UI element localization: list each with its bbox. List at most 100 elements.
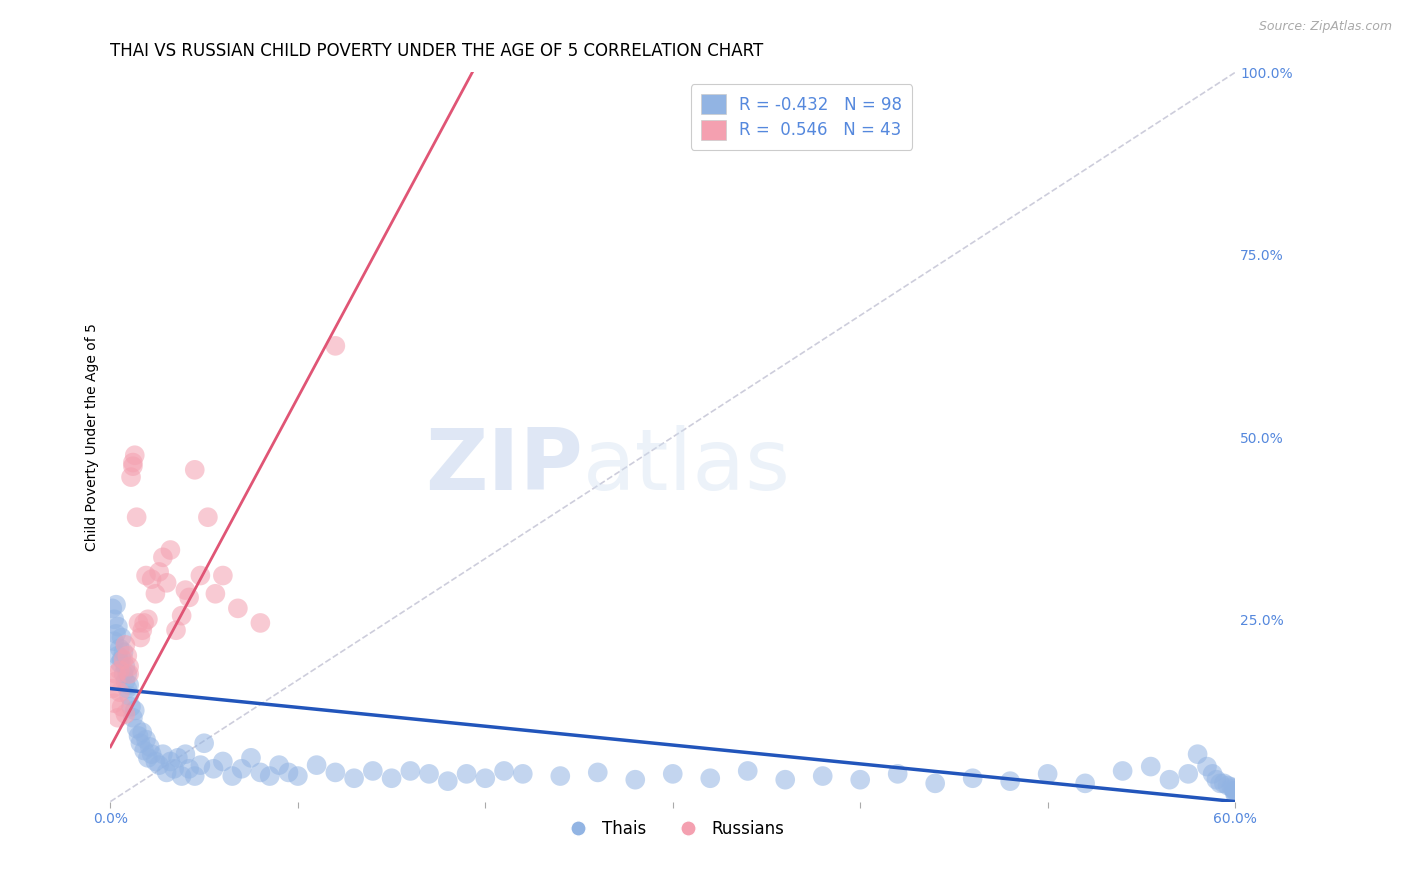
- Point: [101, 601, 124, 615]
- Point: [170, 608, 193, 623]
- Legend: Thais, Russians: Thais, Russians: [555, 813, 790, 845]
- Point: [1201, 767, 1223, 781]
- Point: [108, 663, 131, 677]
- Point: [1223, 787, 1246, 801]
- Point: [193, 736, 215, 750]
- Point: [105, 627, 128, 641]
- Point: [624, 772, 647, 787]
- Point: [111, 652, 134, 666]
- Point: [167, 751, 190, 765]
- Point: [661, 767, 683, 781]
- Point: [1220, 780, 1243, 794]
- Point: [1223, 783, 1246, 797]
- Point: [122, 711, 145, 725]
- Point: [548, 769, 571, 783]
- Point: [103, 612, 125, 626]
- Point: [134, 615, 156, 630]
- Point: [179, 762, 201, 776]
- Point: [118, 667, 141, 681]
- Point: [118, 659, 141, 673]
- Point: [204, 587, 226, 601]
- Point: [114, 674, 136, 689]
- Point: [699, 771, 721, 785]
- Point: [112, 667, 135, 681]
- Point: [141, 747, 163, 761]
- Point: [1216, 779, 1239, 793]
- Point: [148, 565, 170, 579]
- Point: [170, 769, 193, 783]
- Point: [114, 707, 136, 722]
- Point: [111, 631, 134, 645]
- Point: [190, 758, 212, 772]
- Point: [112, 652, 135, 666]
- Point: [184, 769, 207, 783]
- Point: [1159, 772, 1181, 787]
- Text: Source: ZipAtlas.com: Source: ZipAtlas.com: [1258, 20, 1392, 33]
- Point: [1177, 767, 1199, 781]
- Point: [107, 619, 129, 633]
- Point: [107, 648, 129, 663]
- Point: [1187, 747, 1209, 761]
- Point: [131, 725, 153, 739]
- Point: [152, 747, 174, 761]
- Point: [118, 678, 141, 692]
- Point: [773, 772, 796, 787]
- Point: [114, 659, 136, 673]
- Point: [159, 755, 181, 769]
- Text: atlas: atlas: [582, 425, 790, 508]
- Point: [156, 575, 179, 590]
- Point: [131, 624, 153, 638]
- Point: [849, 772, 872, 787]
- Point: [105, 667, 128, 681]
- Point: [437, 774, 460, 789]
- Point: [117, 681, 139, 696]
- Point: [962, 771, 984, 785]
- Point: [105, 598, 128, 612]
- Point: [305, 758, 328, 772]
- Point: [249, 765, 271, 780]
- Point: [1036, 767, 1059, 781]
- Point: [179, 591, 201, 605]
- Point: [108, 641, 131, 656]
- Point: [361, 764, 384, 778]
- Point: [128, 615, 150, 630]
- Point: [1223, 786, 1246, 800]
- Point: [325, 765, 347, 780]
- Point: [112, 645, 135, 659]
- Point: [231, 762, 253, 776]
- Point: [456, 767, 478, 781]
- Point: [120, 470, 142, 484]
- Point: [129, 631, 152, 645]
- Point: [287, 769, 309, 783]
- Point: [136, 612, 159, 626]
- Point: [325, 339, 347, 353]
- Point: [105, 674, 128, 689]
- Point: [156, 765, 179, 780]
- Point: [117, 648, 139, 663]
- Point: [141, 572, 163, 586]
- Point: [1074, 776, 1097, 790]
- Point: [128, 729, 150, 743]
- Point: [148, 758, 170, 772]
- Point: [120, 699, 142, 714]
- Point: [343, 771, 366, 785]
- Y-axis label: Child Poverty Under the Age of 5: Child Poverty Under the Age of 5: [86, 323, 100, 551]
- Point: [221, 769, 243, 783]
- Point: [174, 747, 197, 761]
- Point: [190, 568, 212, 582]
- Point: [474, 771, 496, 785]
- Point: [111, 699, 134, 714]
- Point: [197, 510, 219, 524]
- Point: [1223, 783, 1246, 797]
- Point: [1212, 776, 1234, 790]
- Point: [107, 711, 129, 725]
- Point: [114, 638, 136, 652]
- Point: [103, 696, 125, 710]
- Point: [101, 681, 124, 696]
- Point: [125, 722, 148, 736]
- Point: [174, 583, 197, 598]
- Point: [1209, 776, 1232, 790]
- Point: [1205, 772, 1227, 787]
- Point: [586, 765, 609, 780]
- Point: [129, 736, 152, 750]
